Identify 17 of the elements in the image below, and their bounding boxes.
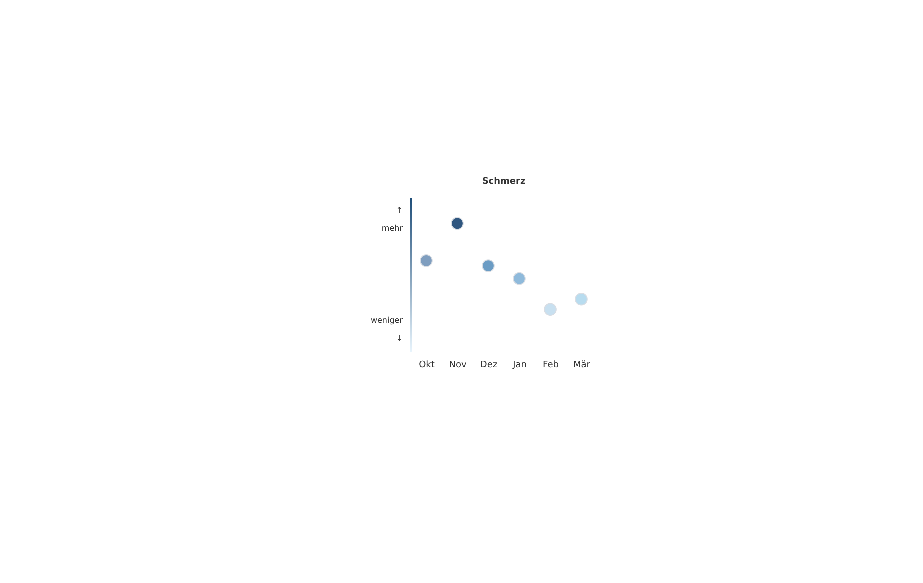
point: [513, 272, 526, 286]
point: [482, 260, 495, 272]
point: [544, 303, 557, 316]
x-tick-label: Dez: [480, 360, 498, 370]
x-tick-label: Feb: [543, 360, 560, 370]
point: [420, 254, 433, 268]
point: [451, 217, 464, 230]
x-tick-label: Mär: [574, 360, 591, 370]
x-tick-label: Jan: [512, 360, 527, 370]
chart-title: Schmerz: [482, 177, 526, 187]
point: [575, 292, 588, 306]
x-tick-label: Okt: [419, 360, 436, 370]
x-tick-label: Nov: [449, 360, 468, 370]
text: ↓: [396, 334, 403, 344]
text: mehr: [382, 224, 404, 233]
text: ↑: [396, 206, 403, 215]
text: weniger: [370, 316, 404, 326]
